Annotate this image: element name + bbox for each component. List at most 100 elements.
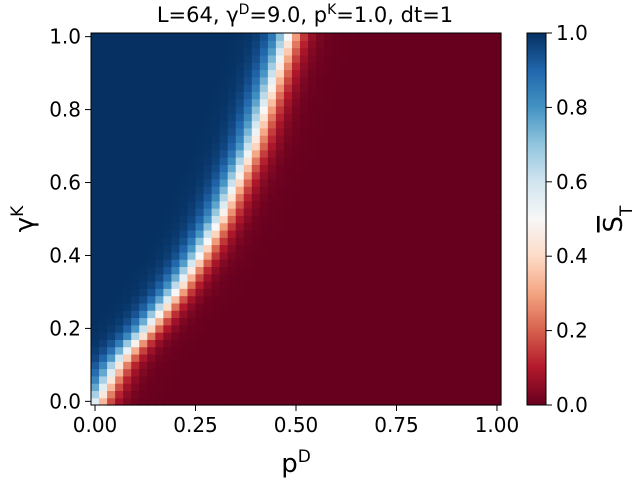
heatmap-cell bbox=[356, 353, 365, 362]
heatmap-cell bbox=[243, 113, 253, 122]
heatmap-cell bbox=[428, 208, 438, 216]
heatmap-cell bbox=[388, 40, 398, 49]
heatmap-cell bbox=[291, 113, 301, 122]
heatmap-cell bbox=[300, 273, 309, 282]
heatmap-cell bbox=[308, 273, 317, 282]
heatmap-cell bbox=[444, 33, 454, 41]
heatmap-cell bbox=[316, 135, 325, 144]
heatmap-cell bbox=[179, 390, 189, 399]
heatmap-cell bbox=[380, 222, 390, 231]
heatmap-cell bbox=[99, 62, 108, 71]
heatmap-cell bbox=[324, 142, 333, 151]
heatmap-cell bbox=[163, 383, 172, 392]
heatmap-cell bbox=[372, 368, 382, 377]
heatmap-cell bbox=[171, 120, 181, 129]
heatmap-cell bbox=[99, 142, 108, 151]
heatmap-cell bbox=[283, 295, 293, 304]
heatmap-cell bbox=[203, 105, 213, 114]
heatmap-cell bbox=[211, 222, 221, 231]
heatmap-cell bbox=[179, 76, 189, 85]
heatmap-cell bbox=[171, 54, 181, 63]
heatmap-cell bbox=[404, 346, 414, 355]
heatmap-cell bbox=[388, 222, 398, 231]
heatmap-cell bbox=[324, 390, 333, 399]
heatmap-cell bbox=[147, 105, 156, 114]
heatmap-cell bbox=[364, 383, 373, 392]
heatmap-cell bbox=[99, 273, 108, 282]
heatmap-cell bbox=[195, 339, 205, 348]
heatmap-cell bbox=[99, 368, 108, 377]
heatmap-cell bbox=[308, 310, 317, 319]
heatmap-cell bbox=[300, 353, 309, 362]
heatmap-cell bbox=[163, 375, 172, 384]
heatmap-cell bbox=[348, 215, 357, 224]
heatmap-cell bbox=[484, 281, 494, 289]
heatmap-cell bbox=[291, 259, 301, 268]
heatmap-cell bbox=[316, 251, 325, 260]
heatmap-cell bbox=[123, 120, 132, 129]
heatmap-cell bbox=[203, 200, 213, 209]
heatmap-cell bbox=[332, 62, 341, 71]
heatmap-cell bbox=[243, 33, 253, 41]
heatmap-cell bbox=[348, 149, 357, 158]
heatmap-cell bbox=[131, 346, 140, 355]
heatmap-cell bbox=[380, 317, 390, 326]
heatmap-cell bbox=[476, 229, 486, 238]
heatmap-cell bbox=[300, 383, 309, 392]
heatmap-cell bbox=[308, 142, 317, 151]
heatmap-cell bbox=[436, 208, 446, 216]
heatmap-cell bbox=[396, 281, 406, 289]
heatmap-cell bbox=[340, 113, 349, 122]
heatmap-cell bbox=[131, 40, 140, 49]
heatmap-cell bbox=[187, 186, 197, 195]
heatmap-cell bbox=[460, 171, 470, 180]
heatmap-cell bbox=[324, 105, 333, 114]
heatmap-cell bbox=[123, 353, 132, 362]
heatmap-cell bbox=[444, 375, 454, 384]
heatmap-cell bbox=[412, 142, 422, 151]
heatmap-cell bbox=[468, 229, 478, 238]
heatmap-cell bbox=[324, 244, 333, 253]
heatmap-cell bbox=[203, 208, 213, 216]
x-tick-label: 1.00 bbox=[475, 413, 520, 437]
heatmap-cell bbox=[452, 259, 462, 268]
heatmap-cell bbox=[300, 368, 309, 377]
heatmap-cell bbox=[444, 127, 454, 136]
heatmap-cell bbox=[267, 375, 277, 384]
heatmap-cell bbox=[356, 310, 365, 319]
heatmap-cell bbox=[396, 222, 406, 231]
heatmap-cell bbox=[291, 91, 301, 100]
heatmap-cell bbox=[324, 113, 333, 122]
heatmap-cell bbox=[484, 251, 494, 260]
heatmap-cell bbox=[203, 310, 213, 319]
heatmap-cell bbox=[420, 186, 430, 195]
heatmap-cell bbox=[235, 317, 245, 326]
heatmap-cell bbox=[99, 193, 108, 202]
heatmap-cell bbox=[388, 105, 398, 114]
heatmap-cell bbox=[476, 113, 486, 122]
heatmap-cell bbox=[356, 266, 365, 275]
heatmap-cell bbox=[436, 47, 446, 56]
heatmap-cell bbox=[123, 375, 132, 384]
heatmap-cell bbox=[340, 368, 349, 377]
heatmap-cell bbox=[283, 164, 293, 173]
heatmap-cell bbox=[235, 54, 245, 63]
heatmap-cell bbox=[155, 281, 164, 289]
heatmap-cell bbox=[227, 120, 237, 129]
heatmap-cell bbox=[492, 127, 502, 136]
heatmap-cell bbox=[139, 390, 148, 399]
heatmap-cell bbox=[163, 259, 172, 268]
heatmap-cell bbox=[91, 346, 100, 355]
heatmap-cell bbox=[356, 142, 365, 151]
heatmap-cell bbox=[364, 339, 373, 348]
heatmap-cell bbox=[291, 40, 301, 49]
heatmap-cell bbox=[388, 69, 398, 78]
heatmap-cell bbox=[468, 361, 478, 370]
heatmap-cell bbox=[147, 157, 156, 165]
heatmap-cell bbox=[123, 76, 132, 85]
heatmap-cell bbox=[251, 113, 261, 122]
heatmap-cell bbox=[484, 91, 494, 100]
heatmap-cell bbox=[131, 171, 140, 180]
heatmap-cell bbox=[139, 383, 148, 392]
heatmap-cell bbox=[332, 222, 341, 231]
